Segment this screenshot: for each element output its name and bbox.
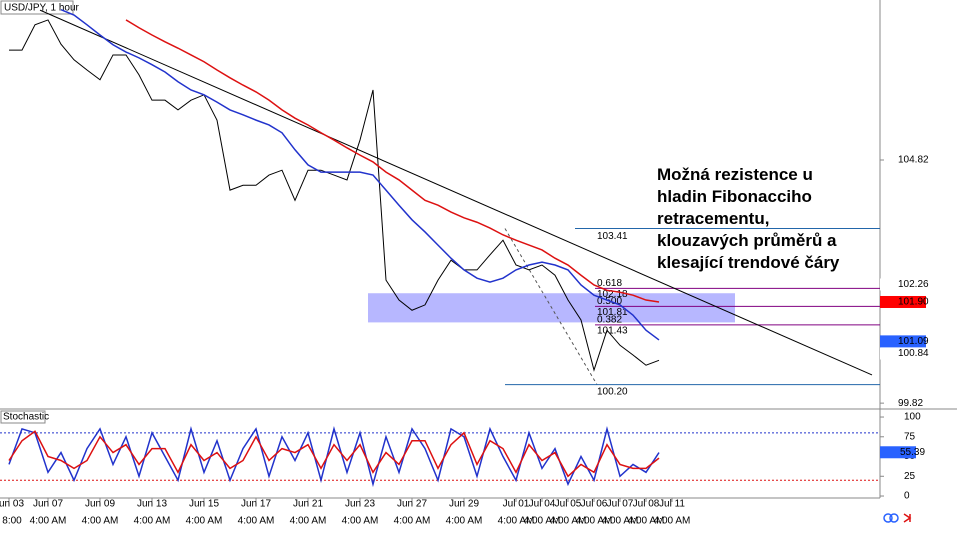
time-label: 4:00 AM (238, 516, 275, 527)
time-label: 4:00 AM (394, 516, 431, 527)
fib-diagonal (504, 228, 598, 385)
price-marker (880, 347, 926, 360)
fib-ratio: 0.382 (597, 314, 622, 325)
price-marker-label: 101.90 (898, 297, 929, 308)
fib-price: 102.18 (597, 289, 628, 300)
x-tick-label: Jun 23 (345, 499, 375, 510)
window-icons[interactable] (883, 513, 912, 523)
time-label: 4:00 AM (134, 516, 171, 527)
y-tick-label: 25 (904, 471, 916, 482)
annotation: retracementu, (657, 209, 769, 228)
series-line (8, 430, 660, 478)
time-label: 4:00 AM (82, 516, 119, 527)
price-marker-label: 101.09 (898, 336, 929, 347)
x-tick-label: Jul 07 (607, 499, 634, 510)
annotation: klouzavých průměrů a (657, 231, 837, 250)
fib-label: 103.41 (597, 231, 628, 242)
price-marker-label: 100.84 (898, 348, 929, 359)
x-tick-label: Jul 04 (529, 499, 556, 510)
x-tick-label: Jun 15 (189, 499, 219, 510)
chart-title: USD/JPY, 1 hour (4, 3, 80, 14)
time-label: 4:00 AM (290, 516, 327, 527)
annotation: hladin Fibonacciho (657, 187, 812, 206)
series-line (125, 19, 660, 303)
fib-label: 100.20 (597, 386, 628, 397)
time-label: 4:00 AM (628, 516, 665, 527)
indicator-marker-label: 55.39 (900, 447, 925, 458)
x-tick-label: Jun 17 (241, 499, 271, 510)
price-marker (880, 278, 926, 291)
x-tick-label: Jul 06 (581, 499, 608, 510)
indicator-title: Stochastic (3, 412, 49, 423)
link-icon[interactable] (889, 513, 899, 523)
x-tick-label: Jun 21 (293, 499, 323, 510)
x-tick-label: Jul 01 (503, 499, 530, 510)
fib-price: 101.43 (597, 325, 628, 336)
scroll-icon[interactable] (903, 513, 912, 523)
time-label: 8:00 (2, 516, 22, 527)
series-line (60, 9, 660, 341)
fib-ratio: 0.618 (597, 278, 622, 289)
indicator-title-box (0, 410, 46, 424)
y-tick-label: 99.82 (898, 398, 923, 409)
time-label: 4:00 AM (524, 516, 561, 527)
x-tick-label: Jun 09 (85, 499, 115, 510)
link-icon[interactable] (883, 513, 893, 523)
time-label: 4:00 AM (446, 516, 483, 527)
x-tick-label: Jul 08 (633, 499, 660, 510)
price-marker-label: 102.26 (898, 279, 929, 290)
time-label: 4:00 AM (654, 516, 691, 527)
time-label: 4:00 AM (342, 516, 379, 527)
time-label: 4:00 AM (602, 516, 639, 527)
x-tick-label: Jun 07 (33, 499, 63, 510)
indicator-marker (880, 446, 916, 459)
price-marker (880, 295, 926, 308)
x-tick-label: Jul 05 (555, 499, 582, 510)
x-tick-label: Jun 29 (449, 499, 479, 510)
x-tick-label: Jun 13 (137, 499, 167, 510)
time-label: 4:00 AM (30, 516, 67, 527)
time-label: 4:00 AM (498, 516, 535, 527)
annotation: klesající trendové čáry (657, 253, 840, 272)
time-label: 4:00 AM (576, 516, 613, 527)
y-tick-label: 75 (904, 431, 916, 442)
annotation: Možná rezistence u (657, 165, 813, 184)
fib-price: 101.81 (597, 307, 628, 318)
series-line (9, 19, 660, 372)
title-box (0, 0, 74, 15)
y-tick-label: 104.82 (898, 155, 929, 166)
x-tick-label: Jun 27 (397, 499, 427, 510)
y-tick-label: 100 (904, 412, 921, 423)
time-label: 4:00 AM (550, 516, 587, 527)
trendline (39, 9, 873, 376)
price-marker (880, 335, 926, 348)
x-tick-label: Jul 11 (659, 499, 685, 510)
time-label: 4:00 AM (186, 516, 223, 527)
x-tick-label: Jun 03 (0, 499, 24, 510)
y-tick-label: 0 (904, 491, 910, 502)
